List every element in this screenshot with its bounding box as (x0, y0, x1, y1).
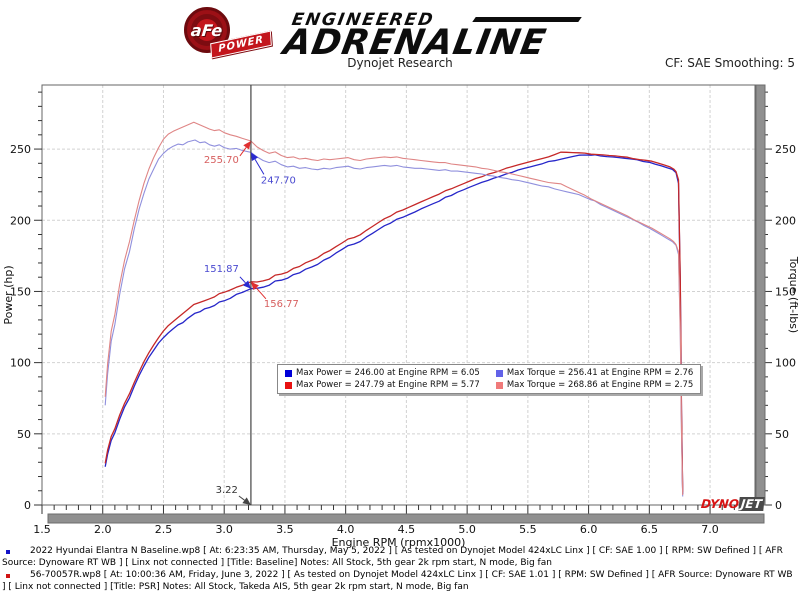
legend-text: Max Power = 247.79 at Engine RPM = 5.77 (296, 380, 480, 390)
run-bullet-icon (6, 549, 10, 554)
legend-text: Max Torque = 268.86 at Engine RPM = 2.75 (506, 380, 694, 390)
y-tick-label-right: 250 (775, 143, 796, 156)
vertical-scrollbar[interactable] (755, 84, 766, 506)
left-axis-title: Power (hp) (2, 265, 15, 324)
x-tick-label: 3.0 (215, 523, 233, 536)
legend-item-3: Max Torque = 268.86 at Engine RPM = 2.75 (495, 379, 694, 391)
legend-text: Max Power = 246.00 at Engine RPM = 6.05 (296, 368, 480, 378)
curve-baseline-torque (104, 139, 684, 497)
dyno-plot: 1.5 2.0 2.5 3.0 3.5 4.0 4.5 5.0 5.5 6.0 6.5 7.0 0 0 50… (2, 84, 800, 549)
run-info-0: 2022 Hyundai Elantra N Baseline.wp8 [ At… (0, 546, 797, 569)
annotation-arrow-line (238, 495, 245, 501)
run-info-1: 56-70057R.wp8 [ At: 10:00:36 AM, Friday,… (0, 570, 797, 593)
annotation-arrow-line (239, 276, 246, 284)
x-axis-title: Engine RPM (rpmx1000) (332, 536, 466, 549)
chart-title: Dynojet Research (347, 56, 453, 70)
annotation-arrow-line (239, 147, 247, 157)
annotation-arrowhead (242, 280, 251, 289)
x-tick-label: 6.0 (580, 523, 598, 536)
x-tick-label: 5.0 (458, 523, 476, 536)
annotation-arrow-line (254, 158, 265, 175)
legend-item-2: Max Power = 247.79 at Engine RPM = 5.77 (285, 379, 480, 391)
run-info-text: 56-70057R.wp8 [ At: 10:00:36 AM, Friday,… (2, 570, 793, 592)
cf-smoothing-label: CF: SAE Smoothing: 5 (664, 56, 795, 70)
curve-baseline-power (104, 154, 684, 495)
legend-item-1: Max Torque = 256.41 at Engine RPM = 2.76 (495, 367, 694, 379)
y-tick-label-right: 150 (775, 285, 796, 298)
annotation-arrowhead (243, 140, 251, 150)
y-tick-label-left: 50 (17, 428, 31, 441)
x-tick-label: 2.0 (94, 523, 112, 536)
y-tick-label-left: 0 (24, 499, 31, 512)
annotation-arrow-line (255, 287, 267, 300)
dynojet-logo: DYNOJET (700, 497, 765, 511)
y-tick-label-left: 100 (10, 357, 31, 370)
annotation-arrowhead (250, 152, 259, 162)
legend-swatch (285, 369, 292, 377)
annotation-value: 255.70 (204, 155, 239, 166)
x-tick-label: 4.0 (337, 523, 355, 536)
x-tick-label: 1.5 (33, 523, 51, 536)
y-tick-label-right: 100 (775, 357, 796, 370)
legend-swatch (285, 381, 292, 389)
annotation-value: 247.70 (261, 175, 296, 186)
x-tick-label: 7.0 (701, 523, 719, 536)
legend-swatch (495, 381, 503, 389)
plot-border (41, 84, 756, 506)
horizontal-scrollbar[interactable] (47, 513, 765, 524)
y-tick-label-right: 0 (775, 499, 782, 512)
annotation-value: 156.77 (264, 299, 299, 310)
right-axis-title: Torque (ft-lbs) (787, 256, 800, 333)
dynojet-logo-dyno: DYNO (700, 497, 740, 511)
annotation-value: 3.22 (216, 485, 238, 496)
legend-swatch (495, 369, 503, 377)
dynojet-logo-jet: JET (738, 497, 765, 511)
curve-psr-power (104, 151, 684, 493)
x-tick-label: 6.5 (641, 523, 659, 536)
x-tick-label: 4.5 (398, 523, 416, 536)
annotation-arrowhead (250, 281, 259, 291)
y-tick-label-left: 150 (10, 285, 31, 298)
run-bullet-icon (6, 573, 10, 578)
x-tick-label: 3.5 (276, 523, 294, 536)
y-tick-label-right: 50 (775, 428, 789, 441)
afe-fan-logo-icon: aFe (184, 7, 230, 53)
chart-legend: Max Power = 246.00 at Engine RPM = 6.05 M… (277, 364, 702, 394)
y-tick-label-left: 200 (10, 214, 31, 227)
curve-psr-torque (104, 121, 684, 496)
y-tick-label-right: 200 (775, 214, 796, 227)
x-tick-label: 5.5 (519, 523, 537, 536)
run-info-text: 2022 Hyundai Elantra N Baseline.wp8 [ At… (2, 546, 783, 568)
x-tick-label: 2.5 (155, 523, 173, 536)
legend-text: Max Torque = 256.41 at Engine RPM = 2.76 (506, 368, 694, 378)
run-info-footer: 2022 Hyundai Elantra N Baseline.wp8 [ At… (0, 546, 797, 594)
y-tick-label-left: 250 (10, 143, 31, 156)
annotation-arrowhead (242, 497, 251, 505)
annotation-value: 151.87 (204, 264, 239, 275)
legend-item-0: Max Power = 246.00 at Engine RPM = 6.05 (285, 367, 480, 379)
